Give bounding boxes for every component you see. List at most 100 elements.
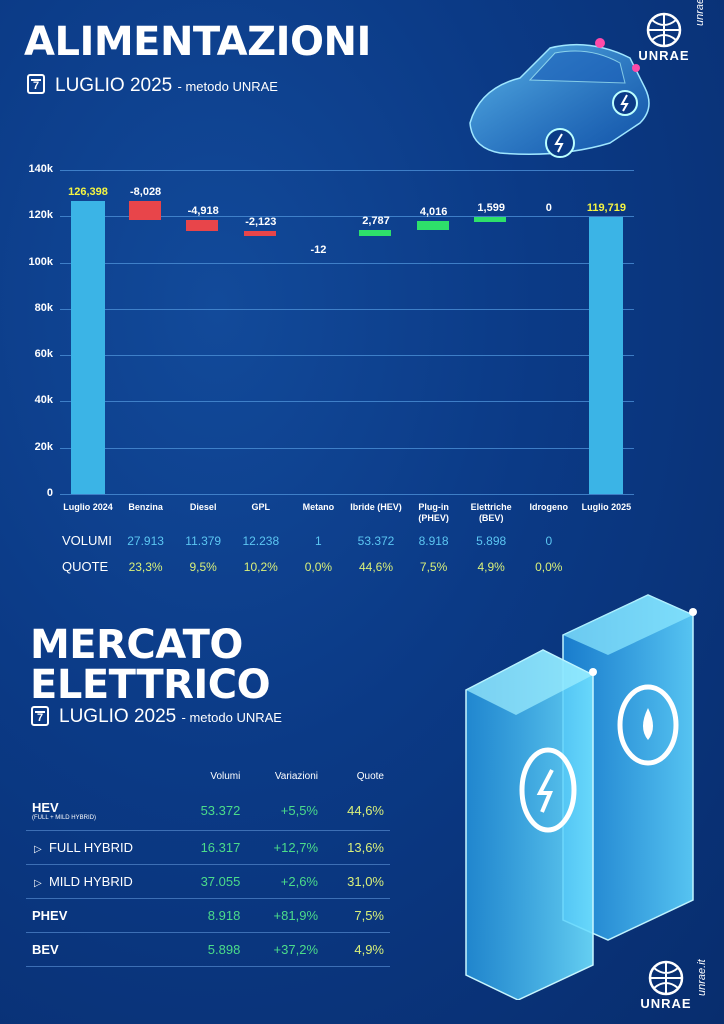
- x-tick-label: Elettriche (BEV): [470, 502, 512, 523]
- data-label-4: -12: [310, 244, 327, 257]
- charging-station-illustration: [465, 594, 697, 1000]
- quote-cell: 7,5%: [419, 560, 448, 574]
- gridline: [60, 401, 634, 403]
- header-quote: Quote: [356, 770, 384, 782]
- table-row: PHEV 8.918 +81,9% 7,5%: [26, 898, 390, 933]
- triangle-bullet-icon: ▷: [34, 843, 42, 855]
- cell-volumi: 5.898: [162, 932, 242, 967]
- site-url-top: unrae.it: [694, 0, 706, 26]
- gridline: [60, 355, 634, 357]
- cell-quote: 4,9%: [319, 932, 390, 967]
- volumi-cell: 53.372: [357, 534, 395, 548]
- period-text-2: LUGLIO 2025: [59, 706, 177, 727]
- table-header-row: Volumi Variazioni Quote: [26, 760, 390, 792]
- bar-0: [71, 201, 105, 494]
- calendar-icon-2: 7: [31, 706, 49, 726]
- y-tick-label: 60k: [34, 348, 53, 361]
- cell-variazioni: +5,5%: [241, 792, 319, 831]
- globe-logo-icon: [646, 12, 682, 48]
- row-label: HEV (FULL + MILD HYBRID): [26, 792, 163, 831]
- gridline: [60, 170, 634, 171]
- row-label-sub: (FULL + MILD HYBRID): [32, 815, 96, 822]
- data-label-6: 4,016: [419, 205, 448, 218]
- x-tick-label: Plug-in (PHEV): [418, 502, 449, 523]
- data-label-9: 119,719: [586, 201, 626, 214]
- section-title-alimentazioni: ALIMENTAZIONI: [24, 19, 371, 65]
- volumi-cell: 8.918: [418, 534, 449, 548]
- volumi-cell: 1: [315, 534, 322, 548]
- y-tick-label: 140k: [28, 163, 53, 175]
- cell-quote: 7,5%: [319, 898, 390, 933]
- bar-9: [589, 216, 624, 494]
- quote-cell: 0,0%: [535, 560, 563, 574]
- x-tick-label: Luglio 2025: [581, 502, 632, 512]
- electric-car-illustration: [469, 38, 650, 158]
- cell-quote: 31,0%: [319, 864, 390, 899]
- calendar-icon: 7: [27, 74, 45, 94]
- section-title-mercato-elettrico: MERCATO ELETTRICO: [30, 622, 271, 705]
- market-table: Volumi Variazioni Quote HEV (FULL + MILD…: [26, 760, 390, 967]
- data-label-3: -2,123: [245, 216, 277, 229]
- row-label-main: HEV: [32, 800, 59, 816]
- quote-cell: 4,9%: [477, 560, 505, 574]
- x-tick-label: Benzina: [128, 502, 163, 512]
- quote-row-label: QUOTE: [62, 559, 109, 574]
- x-tick-label: Ibride (HEV): [350, 502, 402, 512]
- y-tick-label: 80k: [34, 301, 53, 314]
- cell-variazioni: +81,9%: [241, 898, 319, 933]
- volumi-cell: 0: [545, 534, 553, 548]
- data-label-2: -4,918: [187, 205, 219, 218]
- waterfall-chart: 0 20k 40k 60k 80k 100k 120k 140k 126,398 Luglio 2…: [0, 160, 724, 523]
- gridline: [60, 262, 634, 264]
- y-tick-label: 20k: [34, 440, 53, 453]
- gridline: [60, 447, 634, 449]
- row-label: ▷ FULL HYBRID: [26, 830, 163, 865]
- period-label-2: LUGLIO 2025 - metodo UNRAE: [59, 706, 282, 728]
- unrae-logo: UNRAE: [636, 8, 692, 66]
- cell-variazioni: +12,7%: [241, 830, 319, 865]
- cell-volumi: 8.918: [162, 898, 242, 933]
- volumi-cell: 5.898: [476, 534, 507, 548]
- cell-variazioni: +2,6%: [241, 864, 319, 899]
- cell-quote: 44,6%: [319, 792, 390, 831]
- y-tick-label: 0: [46, 487, 53, 499]
- site-url-bottom: unrae.it: [696, 959, 708, 996]
- method-text-2: - metodo UNRAE: [181, 710, 282, 725]
- row-label: BEV: [26, 932, 163, 967]
- row-label-main: FULL HYBRID: [48, 839, 133, 855]
- row-label-main: MILD HYBRID: [48, 873, 133, 889]
- x-tick-label: Diesel: [189, 502, 217, 512]
- x-tick-label: Metano: [302, 502, 335, 512]
- table-row: ▷ MILD HYBRID 37.055 +2,6% 31,0%: [26, 864, 390, 899]
- cell-variazioni: +37,2%: [241, 932, 319, 967]
- method-text: - metodo UNRAE: [177, 79, 278, 94]
- table-row: HEV (FULL + MILD HYBRID) 53.372 +5,5% 44…: [26, 792, 390, 831]
- quote-cell: 44,6%: [358, 560, 394, 574]
- title-line-1: MERCATO: [30, 622, 243, 668]
- quote-cell: 10,2%: [243, 560, 278, 574]
- bar-6: [416, 220, 449, 230]
- data-label-0: 126,398: [68, 186, 108, 199]
- period-label: LUGLIO 2025 - metodo UNRAE: [55, 75, 278, 97]
- table-row: BEV 5.898 +37,2% 4,9%: [26, 932, 390, 967]
- bar-3: [243, 231, 276, 237]
- y-tick-label: 120k: [28, 209, 53, 222]
- bar-5: [359, 229, 391, 237]
- bar-1: [128, 201, 161, 221]
- y-tick-label: 40k: [34, 394, 53, 407]
- x-tick-label: Luglio 2024: [63, 502, 113, 512]
- x-tick-label: Idrogeno: [529, 502, 569, 512]
- data-label-5: 2,787: [362, 214, 390, 227]
- x-tick-label: GPL: [251, 502, 271, 512]
- volumi-cell: 11.379: [185, 534, 222, 548]
- data-label-8: 0: [545, 201, 552, 214]
- quote-cell: 23,3%: [128, 560, 163, 574]
- cell-volumi: 16.317: [162, 830, 242, 865]
- quote-cell: 9,5%: [189, 560, 217, 574]
- triangle-bullet-icon: ▷: [34, 877, 42, 889]
- brand-name: UNRAE: [638, 48, 690, 63]
- gridline: [60, 494, 634, 495]
- bar-7: [474, 216, 507, 222]
- cell-quote: 13,6%: [319, 830, 390, 865]
- data-label-7: 1,599: [477, 201, 505, 214]
